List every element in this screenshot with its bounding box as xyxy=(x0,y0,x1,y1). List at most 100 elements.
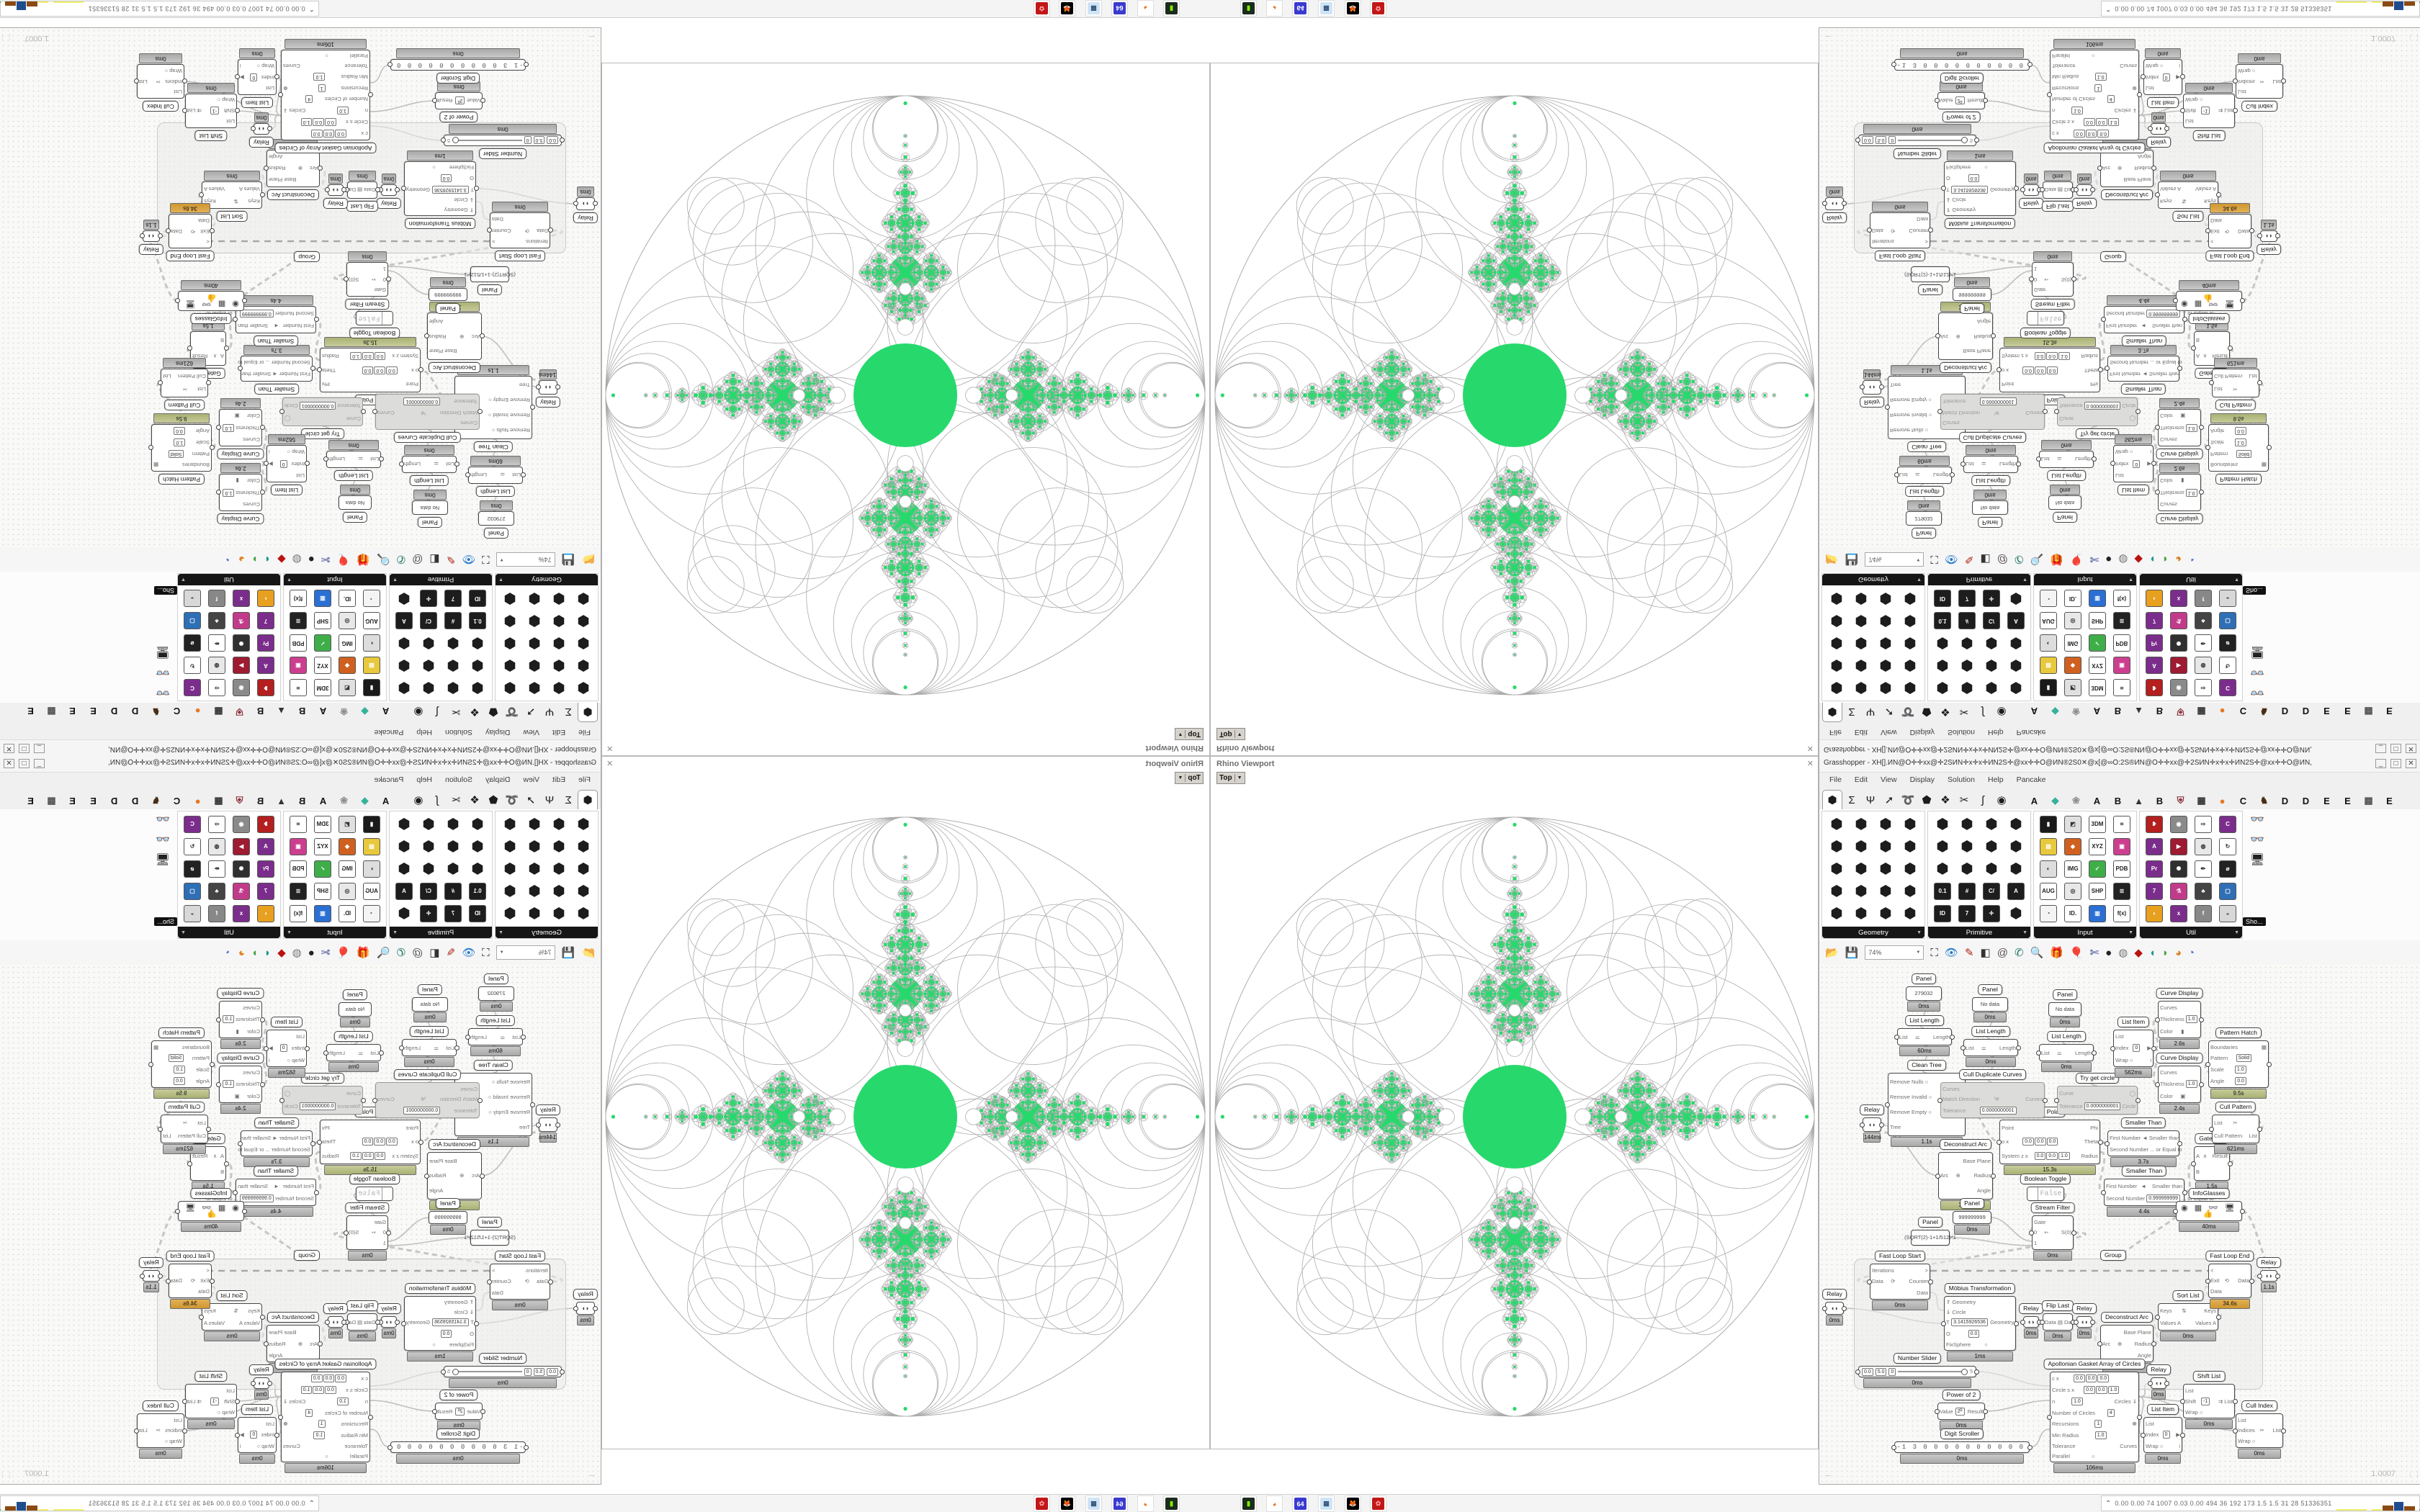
gh-node-try-get-circle[interactable]: Curve ◯ Tolerance 0.0000000001 Circle Try get… xyxy=(279,1073,366,1115)
tab-plugin-4[interactable]: B xyxy=(298,795,306,806)
menu-pancake[interactable]: Pancake xyxy=(2016,728,2046,737)
tab-plugin-1[interactable]: ◆ xyxy=(2051,706,2059,717)
save-file-icon[interactable]: 💾 xyxy=(1845,553,1859,566)
menu-help[interactable]: Help xyxy=(1987,728,2004,737)
gh-node-panel[interactable]: 279032 Panel 0ms xyxy=(478,973,514,1012)
component-icon[interactable]: Pr xyxy=(2146,860,2163,878)
tab-plugin-6[interactable]: B xyxy=(256,795,264,806)
tab-plugin-12[interactable]: D xyxy=(2281,706,2289,717)
component-icon[interactable]: ⬢ xyxy=(1960,635,1973,652)
component-icon[interactable]: ⇨ xyxy=(2195,815,2212,833)
component-icon[interactable]: ⬢ xyxy=(422,657,435,674)
panel-group-label[interactable]: Geometry ▼ xyxy=(496,927,598,938)
wire-display-icon[interactable]: ✄ xyxy=(321,946,331,959)
gh-canvas-toolbar[interactable]: 📂 💾 74% ▼ ⛶ 👁 ✎ ◧ @ ✆ 🔍 🎁 🎈 ✄ ● ◍ ◆ ◖ ◗ ◕ ◔ xyxy=(0,940,601,966)
panel-group-label[interactable]: Util ▼ xyxy=(178,574,280,585)
sketch-icon[interactable]: ✎ xyxy=(1964,946,1974,959)
component-icon[interactable]: ✺ xyxy=(2170,860,2187,878)
component-icon[interactable]: ◍ xyxy=(2195,657,2212,675)
component-icon[interactable]: ⬢ xyxy=(577,657,590,674)
component-icon[interactable]: ⬢ xyxy=(1904,816,1917,832)
component-icon[interactable]: ⬢ xyxy=(503,635,516,652)
preview-wire-icon[interactable]: ◍ xyxy=(2118,553,2128,566)
gh-node-list-item[interactable]: List Index 0 ▶ Wrap ○ i List Item 562ms xyxy=(264,434,310,495)
gh-node-infoglasses[interactable]: ◉ ▦ 👓 🖥 👍 InfoGlasses 40ms xyxy=(175,280,247,324)
gh-node-number-slider[interactable]: 0.0 5.0 0 5 Number Slider 0ms xyxy=(441,124,565,159)
gh-node-deconstruct-arc[interactable]: Base Plane Arc ⊕ Radius Angle Deconstruct Arc… xyxy=(2097,1312,2156,1373)
component-icon[interactable]: ⬢ xyxy=(1904,635,1917,652)
taskbar-floppy-64-icon[interactable]: 64 xyxy=(1111,1495,1128,1512)
component-icon[interactable]: ⚗ xyxy=(233,882,250,900)
component-icon[interactable]: ◗ xyxy=(257,590,274,608)
tab-plugin-12[interactable]: D xyxy=(131,706,139,717)
tab-category-6[interactable]: ❖ xyxy=(1940,794,1950,806)
gh-node-relay[interactable]: ◖◗ Relay 144ms xyxy=(536,369,560,408)
component-icon[interactable]: ◗ xyxy=(2146,904,2163,922)
preview-wire-icon[interactable]: ◍ xyxy=(292,553,302,566)
balloon-icon[interactable]: 🎈 xyxy=(336,553,351,566)
canvas-flip-icon[interactable]: ◧ xyxy=(1980,553,1991,566)
gh-titlebar[interactable]: Grasshopper - XH[].ИN@Ö✛✛xx@✛2SИN✛x✛x✛ИN… xyxy=(1819,739,2420,756)
component-icon[interactable]: ⬢ xyxy=(398,860,411,877)
view-icon[interactable]: 👁 xyxy=(1944,553,1958,566)
taskbar-gear-icon[interactable]: ✿ xyxy=(1370,0,1386,17)
preview-green-icon[interactable]: ◗ xyxy=(2161,553,2169,566)
component-icon[interactable]: ⬢ xyxy=(398,680,411,696)
tab-category-7[interactable]: ✂ xyxy=(451,706,461,718)
gh-node-list-length[interactable]: List ⚌ Length List Length 0ms xyxy=(399,1026,460,1067)
menu-file[interactable]: File xyxy=(1829,775,1842,784)
gh-node-deconstruct-arc[interactable]: Base Plane Arc ⊕ Radius Angle Deconstruct Arc… xyxy=(424,1139,485,1210)
taskbar-floppy-64-icon[interactable]: 64 xyxy=(1111,0,1128,17)
gh-node-infoglasses[interactable]: ◉ ▦ 👓 🖥 👍 InfoGlasses 40ms xyxy=(2173,1188,2245,1232)
component-icon[interactable]: f xyxy=(208,904,225,922)
component-icon[interactable]: # xyxy=(1958,882,1976,900)
component-icon[interactable]: Pr xyxy=(2146,634,2163,652)
preview-orange-icon[interactable]: ◕ xyxy=(2174,553,2182,566)
component-icon[interactable]: ♣ xyxy=(208,612,225,630)
close-icon[interactable]: ✕ xyxy=(4,759,14,768)
gh-titlebar[interactable]: Grasshopper - XH[].ИN@Ö✛✛xx@✛2SИN✛x✛x✛ИN… xyxy=(1819,756,2420,773)
gh-node-digit-scroller[interactable]: -1 3 0 0 0 0 0 0 0 0 0 0 Digit Scroller 0m… xyxy=(387,48,529,84)
component-icon[interactable]: SHP xyxy=(2089,882,2106,900)
tab-plugin-1[interactable]: ◆ xyxy=(361,706,369,717)
tab-plugin-16[interactable]: ▩ xyxy=(2364,706,2373,717)
component-icon[interactable]: ✛ xyxy=(1983,590,2000,608)
component-icon[interactable]: A xyxy=(395,882,413,900)
component-icon[interactable]: ⬢ xyxy=(1960,657,1973,674)
component-icon[interactable]: ▶ xyxy=(2170,657,2187,675)
gh-canvas[interactable]: ... 1.0007 ⋮⋮ Group 279032 Panel 0ms List ⚌ Le… xyxy=(0,965,601,1484)
tab-plugin-6[interactable]: B xyxy=(2156,795,2164,806)
component-icon[interactable]: ID xyxy=(1934,590,1951,608)
panel-group-label[interactable]: Util ▼ xyxy=(2140,574,2242,585)
save-file-icon[interactable]: 💾 xyxy=(1845,946,1859,959)
component-icon[interactable]: # xyxy=(444,882,462,900)
component-icon[interactable]: ⬢ xyxy=(552,905,565,922)
gh-node-list-length[interactable]: List ⚌ Length List Length 0ms xyxy=(1960,1026,2021,1067)
component-icon[interactable]: ▥ xyxy=(314,904,331,922)
tab-category-1[interactable]: Σ xyxy=(1848,706,1855,719)
component-icon[interactable]: ↻ xyxy=(184,837,201,855)
at-icon[interactable]: @ xyxy=(1996,553,2008,566)
gh-node-panel[interactable]: 279032 Panel 0ms xyxy=(1906,973,1942,1012)
tab-plugin-2[interactable]: ❀ xyxy=(2072,706,2080,717)
tab-category-2[interactable]: Ψ xyxy=(544,706,555,719)
resize-grip-icon[interactable]: ⋮⋮ xyxy=(2407,1471,2420,1478)
component-icon[interactable]: ⬢ xyxy=(503,680,516,696)
gh-node-panel[interactable]: (SQRT(2)-1+1/512)*1 Panel xyxy=(1904,266,1956,295)
taskbar-calculator-icon[interactable]: ▦ xyxy=(1085,1495,1102,1512)
component-icon[interactable]: ID. xyxy=(2064,904,2081,922)
component-icon[interactable]: ◐ xyxy=(2040,860,2057,878)
gh-node-relay[interactable]: ◖◗ Relay 144ms xyxy=(536,1104,560,1143)
component-icon[interactable]: ✺ xyxy=(2170,634,2187,652)
panel-group-label[interactable]: Primitive ▼ xyxy=(390,574,492,585)
glasses-icon[interactable]: 👓 xyxy=(2250,686,2264,698)
zoom-dropdown[interactable]: 74% ▼ xyxy=(1865,945,1924,960)
tab-plugin-1[interactable]: ◆ xyxy=(2051,795,2059,806)
tab-plugin-2[interactable]: ❀ xyxy=(340,795,348,806)
component-icon[interactable]: ⬢ xyxy=(1855,635,1868,652)
panel-group-label[interactable]: Geometry ▼ xyxy=(1822,927,1924,938)
view-icon[interactable]: 👁 xyxy=(462,946,476,959)
gh-node-relay[interactable]: ◖◗ Relay 0ms xyxy=(323,1303,348,1338)
glasses-icon[interactable]: 🖥 xyxy=(155,646,170,658)
